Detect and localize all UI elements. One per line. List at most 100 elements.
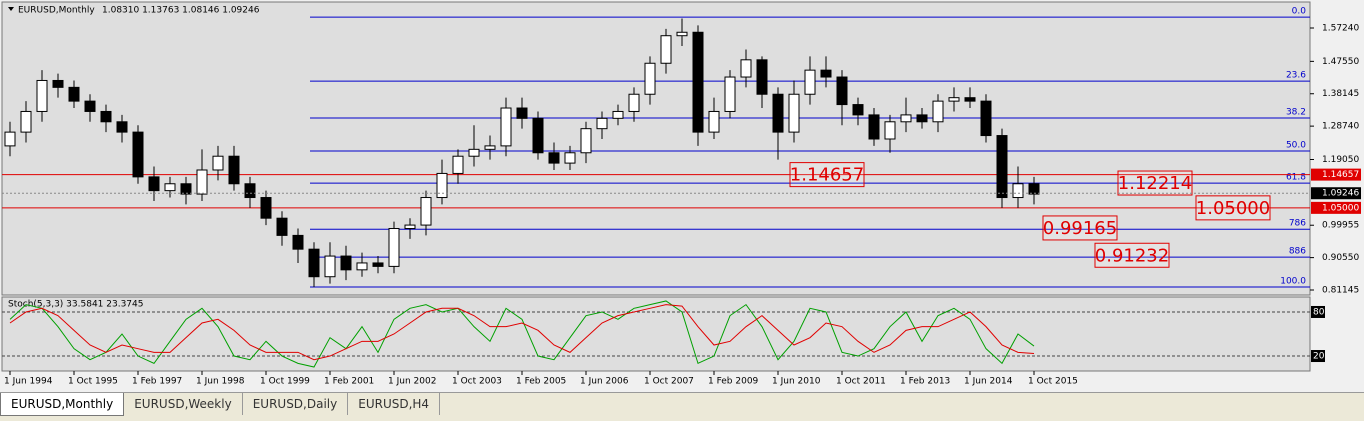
candle-body [292, 234, 304, 250]
candle-body [100, 110, 112, 123]
x-tick-label: 1 Oct 2003 [452, 377, 502, 387]
candle-body [532, 117, 544, 154]
candle-body [740, 59, 752, 78]
x-tick-label: 1 Oct 1995 [68, 377, 118, 387]
candle-body [1012, 183, 1024, 199]
candle-body [148, 176, 160, 192]
candle-body [612, 110, 624, 119]
x-tick-label: 1 Jun 2010 [772, 377, 821, 387]
stoch-title: Stoch(5,3,3) 33.5841 23.3745 [8, 300, 143, 310]
menu-arrow [8, 7, 14, 11]
candle-body [340, 255, 352, 271]
candle-body [756, 59, 768, 95]
candle-body [20, 110, 32, 133]
candle-body [4, 131, 16, 147]
chart-tab[interactable]: EURUSD,Monthly [0, 393, 125, 416]
annotation-box [1117, 170, 1193, 196]
candle-body [212, 155, 224, 171]
candle-body [436, 172, 448, 199]
candle-body [964, 97, 976, 102]
fibo-label: 786 [1289, 219, 1306, 229]
candle-body [900, 114, 912, 123]
candle-body [948, 97, 960, 102]
candle-body [324, 255, 336, 278]
y-tick-label: 1.47550 [1322, 57, 1359, 67]
y-tick-label: 1.28740 [1322, 122, 1359, 132]
stoch-level-label: 80 [1313, 307, 1325, 317]
annotation-box [1195, 195, 1271, 221]
x-tick-label: 1 Jun 1994 [4, 377, 53, 387]
chart-tab[interactable]: EURUSD,Daily [243, 393, 349, 415]
candle-body [660, 35, 672, 64]
fibo-label: 50.0 [1286, 141, 1306, 151]
fibo-label: 61.8 [1286, 173, 1306, 183]
annotation-box [1094, 242, 1170, 268]
stoch-level-label: 20 [1313, 352, 1325, 362]
stoch-level-box [1311, 305, 1325, 318]
candle-body [196, 169, 208, 195]
candle-body [84, 100, 96, 112]
candle-body [116, 121, 128, 133]
current-price-box [1311, 187, 1361, 200]
candle-body [980, 100, 992, 137]
candle-body [628, 93, 640, 112]
axis-price-box [1311, 168, 1361, 181]
x-tick-label: 1 Jun 2002 [388, 377, 436, 387]
candle-body [580, 128, 592, 154]
annotation-label: 1.14657 [790, 165, 864, 186]
stoch-panel [1, 296, 1311, 372]
axis-price-box [1311, 201, 1361, 214]
candle-body [564, 152, 576, 164]
fibo-label: 100.0 [1280, 277, 1306, 287]
chart-tab[interactable]: EURUSD,H4 [348, 393, 441, 415]
candle-body [164, 183, 176, 192]
x-tick-label: 1 Jun 1998 [196, 377, 245, 387]
candle-body [1028, 183, 1040, 195]
chart-title: EURUSD,Monthly [18, 6, 95, 16]
candle-body [916, 114, 928, 123]
candle-body [500, 107, 512, 147]
candle-body [68, 86, 80, 102]
x-tick-label: 1 Jun 2006 [580, 377, 629, 387]
candle-body [708, 110, 720, 133]
x-tick-label: 1 Feb 2001 [324, 377, 374, 387]
candle-body [868, 114, 880, 140]
x-tick-label: 1 Feb 2013 [900, 377, 950, 387]
x-tick-label: 1 Jun 2014 [964, 377, 1013, 387]
x-tick-label: 1 Oct 2011 [836, 377, 886, 387]
candle-body [548, 152, 560, 164]
candle-body [244, 183, 256, 199]
candle-body [932, 100, 944, 123]
y-tick-label: 0.81145 [1322, 285, 1359, 295]
candle-body [820, 69, 832, 78]
annotation-box [1042, 215, 1118, 241]
y-tick-label: 0.99955 [1322, 221, 1359, 231]
fibo-label: 886 [1289, 247, 1306, 257]
candle-body [308, 248, 320, 278]
tab-bar: EURUSD,Monthly EURUSD,Weekly EURUSD,Daily E… [0, 392, 1364, 421]
axis-price-label: 1.05000 [1322, 203, 1359, 213]
x-tick-label: 1 Feb 1997 [132, 377, 182, 387]
candle-body [372, 262, 384, 267]
candle-body [884, 121, 896, 140]
candle-body [724, 76, 736, 112]
x-tick-label: 1 Oct 1999 [260, 377, 310, 387]
main-panel [1, 1, 1311, 296]
candle-body [804, 69, 816, 95]
candle-body [468, 148, 480, 157]
candle-body [788, 93, 800, 133]
candle-body [676, 31, 688, 37]
chart-tab[interactable]: EURUSD,Weekly [124, 393, 243, 415]
candle-body [452, 155, 464, 174]
axis-price-label: 1.14657 [1322, 170, 1359, 180]
x-tick-label: 1 Feb 2005 [516, 377, 566, 387]
x-tick-label: 1 Feb 2009 [708, 377, 759, 387]
y-tick-label: 1.19050 [1322, 155, 1359, 165]
candle-body [772, 93, 784, 133]
annotation-box [789, 162, 865, 188]
current-price-label: 1.09246 [1322, 189, 1359, 199]
candle-body [388, 228, 400, 267]
candle-body [484, 145, 496, 150]
fibo-label: 38.2 [1286, 107, 1306, 117]
fibo-label: 0.0 [1292, 7, 1307, 17]
